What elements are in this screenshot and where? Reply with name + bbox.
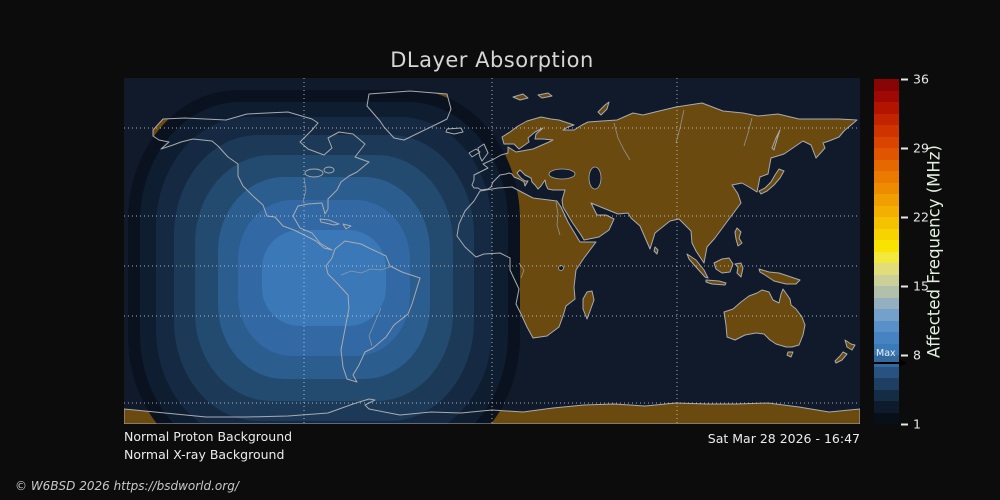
tick-label: 8 — [913, 347, 921, 363]
max-arrow-icon — [874, 359, 907, 367]
colorbar-tick: 8 — [899, 348, 921, 363]
colorbar-band — [874, 90, 899, 102]
world-map — [124, 78, 860, 424]
colorbar-band — [874, 263, 899, 275]
colorbar-axis-label: Affected Frequency (MHz) — [924, 145, 944, 358]
colorbar-band — [874, 389, 899, 401]
colorbar-tick: 22 — [899, 210, 929, 225]
colorbar-band — [874, 125, 899, 137]
colorbar-band — [874, 355, 899, 367]
colorbar-band — [874, 412, 899, 424]
colorbar-band — [874, 378, 899, 390]
colorbar-tick: 1 — [899, 417, 921, 432]
colorbar-band — [874, 217, 899, 229]
lakes-and-seas — [304, 166, 602, 271]
colorbar-band — [874, 113, 899, 125]
colorbar-tick: 15 — [899, 279, 929, 294]
colorbar-band — [874, 286, 899, 298]
xray-background-status: Normal X-ray Background — [124, 447, 285, 462]
world-map-svg — [124, 78, 860, 424]
colorbar-band — [874, 148, 899, 160]
tick-mark — [901, 147, 908, 149]
colorbar-band — [874, 401, 899, 413]
tick-mark — [901, 216, 908, 218]
tick-label: 15 — [913, 278, 929, 294]
colorbar-band — [874, 309, 899, 321]
tick-label: 22 — [913, 209, 929, 225]
colorbar — [874, 79, 899, 424]
colorbar-band — [874, 332, 899, 344]
colorbar-band — [874, 320, 899, 332]
colorbar-band — [874, 240, 899, 252]
tick-label: 1 — [913, 416, 921, 432]
colorbar-band — [874, 274, 899, 286]
colorbar-band — [874, 159, 899, 171]
colorbar-band — [874, 102, 899, 114]
proton-background-status: Normal Proton Background — [124, 429, 293, 444]
colorbar-tick: 36 — [899, 72, 929, 87]
colorbar-band — [874, 171, 899, 183]
tick-mark — [901, 78, 908, 80]
colorbar-band — [874, 297, 899, 309]
colorbar-band — [874, 136, 899, 148]
colorbar-band — [874, 79, 899, 91]
max-label: Max — [876, 348, 896, 359]
tick-label: 36 — [913, 71, 929, 87]
colorbar-band — [874, 251, 899, 263]
colorbar-band — [874, 343, 899, 355]
lat-lon-grid — [124, 78, 860, 424]
tick-mark — [901, 354, 908, 356]
copyright-notice: © W6BSD 2026 https://bsdworld.org/ — [15, 479, 239, 493]
map-timestamp: Sat Mar 28 2026 - 16:47 — [707, 431, 860, 446]
colorbar-band — [874, 366, 899, 378]
colorbar-ticks: 36 29 22 15 8 1 — [899, 72, 969, 432]
colorbar-band — [874, 194, 899, 206]
page-title: DLayer Absorption — [390, 48, 594, 72]
colorbar-tick: 29 — [899, 141, 929, 156]
tick-mark — [901, 285, 908, 287]
colorbar-band — [874, 205, 899, 217]
tick-label: 29 — [913, 140, 929, 156]
max-absorption-marker: Max — [874, 348, 908, 367]
tick-mark — [901, 423, 908, 425]
colorbar-band — [874, 228, 899, 240]
colorbar-band — [874, 182, 899, 194]
